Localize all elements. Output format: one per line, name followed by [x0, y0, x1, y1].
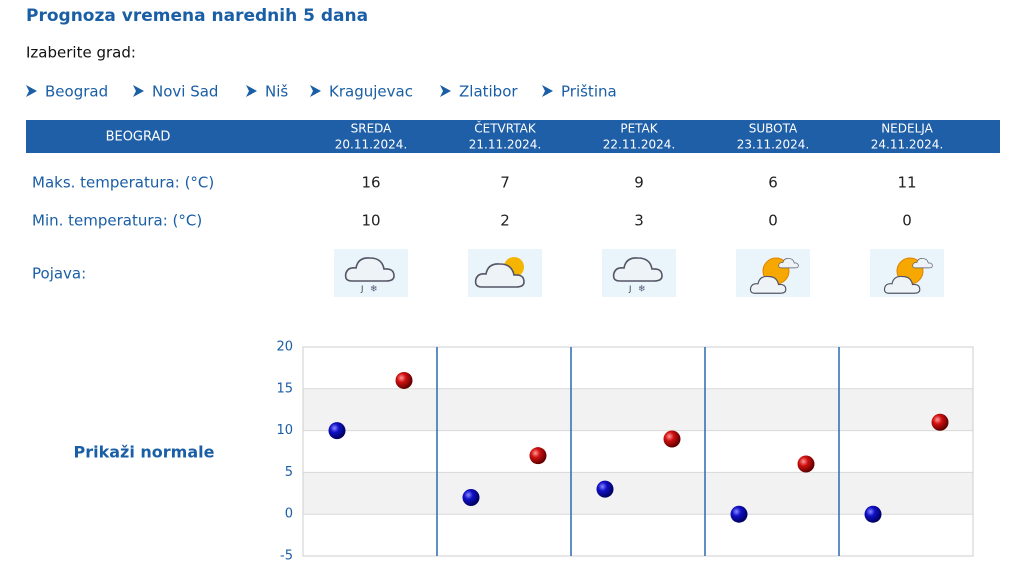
normals-link[interactable]: Prikaži normale: [74, 443, 215, 462]
day-date: 21.11.2024.: [469, 138, 542, 152]
forecast-table: SREDA 20.11.2024. ČETVRTAK 21.11.2024. PETAK…: [32, 121, 943, 230]
phenomenon-label: Pojava:: [32, 265, 86, 283]
point: [395, 371, 413, 389]
weather-icons: [334, 249, 944, 297]
temperature: 0: [768, 212, 778, 230]
point: [529, 447, 547, 465]
city-link[interactable]: Zlatibor: [459, 83, 518, 101]
temperature: 11: [897, 174, 916, 192]
city-link[interactable]: Kragujevac: [329, 83, 413, 101]
icon-sun-cloud: [736, 249, 810, 297]
table-header: [26, 120, 1000, 153]
icon-snow: [334, 249, 408, 297]
link-arrow: [542, 85, 553, 97]
day-date: 24.11.2024.: [871, 138, 944, 152]
link-arrow: [133, 85, 144, 97]
page-title: Prognoza vremena narednih 5 dana: [26, 6, 368, 26]
y-tick-label: 5: [285, 465, 293, 480]
point: [797, 455, 815, 473]
y-tick-label: 10: [276, 423, 293, 438]
y-tick-label: -5: [280, 549, 293, 564]
day-date: 23.11.2024.: [737, 138, 810, 152]
icon-cloud-sun: [468, 249, 542, 297]
city-link[interactable]: Beograd: [45, 83, 108, 101]
temperature: 6: [768, 174, 778, 192]
city-prompt: Izaberite grad:: [26, 44, 136, 62]
day-name: PETAK: [620, 122, 658, 136]
link-arrow: [26, 85, 37, 97]
city-link[interactable]: Novi Sad: [152, 83, 218, 101]
point: [663, 430, 681, 448]
temperature: 16: [361, 174, 380, 192]
day-date: 22.11.2024.: [603, 138, 676, 152]
icon-snow: [602, 249, 676, 297]
point: [931, 413, 949, 431]
point: [864, 505, 882, 523]
point: [328, 422, 346, 440]
temperature: 2: [500, 212, 510, 230]
point: [596, 480, 614, 498]
day-name: NEDELJA: [881, 122, 933, 136]
day-name: SUBOTA: [749, 122, 798, 136]
y-tick-label: 20: [276, 340, 293, 355]
temperature: 10: [361, 212, 380, 230]
temperature: 3: [634, 212, 644, 230]
day-date: 20.11.2024.: [335, 138, 408, 152]
plot-band: [303, 472, 973, 515]
row-label: Min. temperatura: (°C): [32, 212, 202, 230]
city-link[interactable]: Niš: [265, 83, 288, 101]
day-name: SREDA: [351, 122, 393, 136]
link-arrow: [246, 85, 257, 97]
y-tick-label: 15: [276, 381, 293, 396]
link-arrow: [440, 85, 451, 97]
y-tick-label: 0: [285, 507, 293, 522]
chart: -5 0 5 10 15 20: [276, 340, 974, 564]
city-links: Beograd Novi Sad Niš Kragujevac Zlatibor Priš…: [26, 83, 617, 101]
icon-sun-cloud: [870, 249, 944, 297]
temperature: 0: [902, 212, 912, 230]
temperature: 9: [634, 174, 644, 192]
city-header: BEOGRAD: [106, 130, 171, 145]
link-arrow: [310, 85, 321, 97]
temperature: 7: [500, 174, 510, 192]
point: [730, 505, 748, 523]
plot-band: [303, 388, 973, 431]
point: [462, 488, 480, 506]
city-link[interactable]: Priština: [561, 83, 617, 101]
day-name: ČETVRTAK: [474, 121, 537, 136]
row-label: Maks. temperatura: (°C): [32, 174, 214, 192]
plot-border: [302, 346, 974, 557]
